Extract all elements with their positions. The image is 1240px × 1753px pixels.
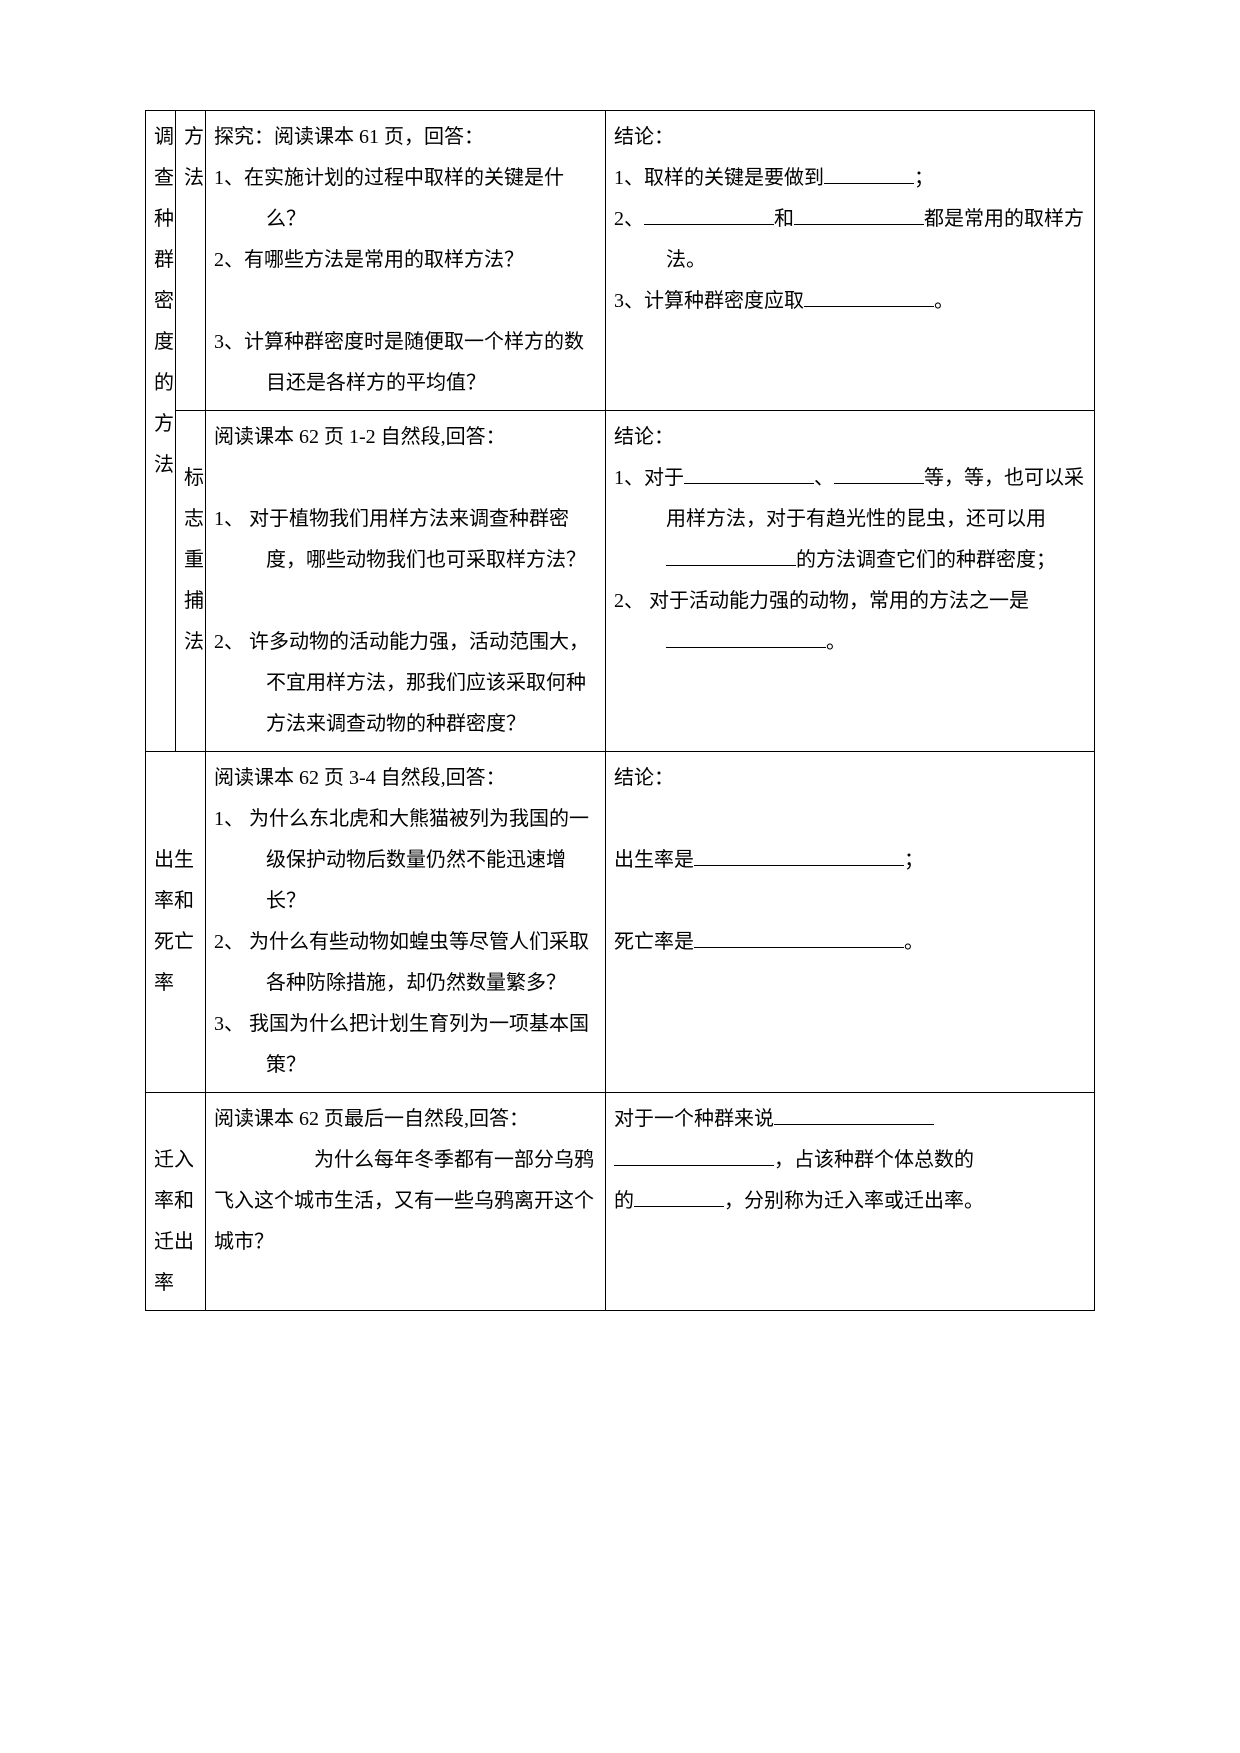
spacer [614,881,1086,922]
fill-blank[interactable] [644,205,774,225]
question-item: 1、 对于植物我们用样方法来调查种群密度，哪些动物我们也可采取样方法？ [214,499,597,581]
worksheet-table: 调查种群密度的方法 方法 探究：阅读课本 61 页，回答： 1、在实施计划的过程… [145,110,1095,1311]
fill-blank[interactable] [694,846,904,866]
cell-answers-2: 结论： 1、对于、等，等，也可以采用样方法，对于有趋光性的昆虫，还可以用的方法调… [606,411,1095,752]
cell-colB-method: 方法 [176,111,206,411]
cell-answers-3: 结论： 出生率是； 死亡率是。 [606,752,1095,1093]
answers-header: 结论： [614,417,1086,458]
answer-item: 出生率是； [614,840,1086,881]
spacer [154,799,197,840]
answer-item: ，占该种群个体总数的 [614,1140,1086,1181]
vertical-label-char: 方法 [184,117,197,199]
answers-header: 结论： [614,117,1086,158]
answer-item: 2、 对于活动能力强的动物，常用的方法之一是。 [614,581,1086,663]
spacer [614,799,1086,840]
table-row: 迁入率和迁出率 阅读课本 62 页最后一自然段,回答： 为什么每年冬季都有一部分… [146,1093,1095,1311]
questions-header: 阅读课本 62 页 3-4 自然段,回答： [214,758,597,799]
question-item: 2、 为什么有些动物如蝗虫等尽管人们采取各种防除措施，却仍然数量繁多？ [214,922,597,1004]
question-item: 为什么每年冬季都有一部分乌鸦飞入这个城市生活，又有一些乌鸦离开这个城市？ [214,1140,597,1263]
fill-blank[interactable] [794,205,924,225]
questions-header: 阅读课本 62 页 1-2 自然段,回答： [214,417,597,458]
cell-questions-1: 探究：阅读课本 61 页，回答： 1、在实施计划的过程中取样的关键是什么？ 2、… [206,111,606,411]
cell-questions-3: 阅读课本 62 页 3-4 自然段,回答： 1、 为什么东北虎和大熊猫被列为我国… [206,752,606,1093]
vertical-label-char: 标志重捕法 [184,458,197,663]
cell-answers-1: 结论： 1、取样的关键是要做到； 2、和都是常用的取样方法。 3、计算种群密度应… [606,111,1095,411]
fill-blank[interactable] [666,628,826,648]
answer-item: 的，分别称为迁入率或迁出率。 [614,1181,1086,1222]
cell-answers-4: 对于一个种群来说 ，占该种群个体总数的 的，分别称为迁入率或迁出率。 [606,1093,1095,1311]
question-item: 2、有哪些方法是常用的取样方法？ [214,240,597,281]
cell-colA-survey-methods: 调查种群密度的方法 [146,111,176,752]
fill-blank[interactable] [824,164,914,184]
question-item: 3、计算种群密度时是随便取一个样方的数目还是各样方的平均值？ [214,322,597,404]
cell-questions-4: 阅读课本 62 页最后一自然段,回答： 为什么每年冬季都有一部分乌鸦飞入这个城市… [206,1093,606,1311]
cell-label-birth-death: 出生率和死亡率 [146,752,206,1093]
questions-header: 阅读课本 62 页最后一自然段,回答： [214,1099,597,1140]
answer-item: 死亡率是。 [614,922,1086,963]
answer-item: 对于一个种群来说 [614,1099,1086,1140]
spacer [154,1099,197,1140]
fill-blank[interactable] [634,1187,724,1207]
answers-header: 结论： [614,758,1086,799]
question-item: 3、 我国为什么把计划生育列为一项基本国策？ [214,1004,597,1086]
table-row: 标志重捕法 阅读课本 62 页 1-2 自然段,回答： 1、 对于植物我们用样方… [146,411,1095,752]
table-row: 调查种群密度的方法 方法 探究：阅读课本 61 页，回答： 1、在实施计划的过程… [146,111,1095,411]
row-label: 迁入率和迁出率 [154,1140,197,1304]
table-row: 出生率和死亡率 阅读课本 62 页 3-4 自然段,回答： 1、 为什么东北虎和… [146,752,1095,1093]
answer-item: 1、对于、等，等，也可以采用样方法，对于有趋光性的昆虫，还可以用的方法调查它们的… [614,458,1086,581]
cell-questions-2: 阅读课本 62 页 1-2 自然段,回答： 1、 对于植物我们用样方法来调查种群… [206,411,606,752]
spacer [154,758,197,799]
fill-blank[interactable] [774,1105,934,1125]
fill-blank[interactable] [834,464,924,484]
answer-item: 1、取样的关键是要做到； [614,158,1086,199]
cell-label-migration: 迁入率和迁出率 [146,1093,206,1311]
fill-blank[interactable] [684,464,814,484]
answer-item: 3、计算种群密度应取。 [614,281,1086,322]
answer-item: 2、和都是常用的取样方法。 [614,199,1086,281]
fill-blank[interactable] [614,1146,774,1166]
spacer [214,458,597,499]
question-item: 2、 许多动物的活动能力强，活动范围大，不宜用样方法，那我们应该采取何种方法来调… [214,622,597,745]
question-item: 1、 为什么东北虎和大熊猫被列为我国的一级保护动物后数量仍然不能迅速增长？ [214,799,597,922]
row-label: 出生率和死亡率 [154,840,197,1004]
spacer [184,417,197,458]
questions-header: 探究：阅读课本 61 页，回答： [214,117,597,158]
fill-blank[interactable] [694,928,904,948]
vertical-label-char: 调查种群密度的方法 [154,117,167,486]
fill-blank[interactable] [666,546,796,566]
spacer [214,581,597,622]
spacer [214,281,597,322]
fill-blank[interactable] [804,287,934,307]
cell-colB-mark-recapture: 标志重捕法 [176,411,206,752]
question-item: 1、在实施计划的过程中取样的关键是什么？ [214,158,597,240]
